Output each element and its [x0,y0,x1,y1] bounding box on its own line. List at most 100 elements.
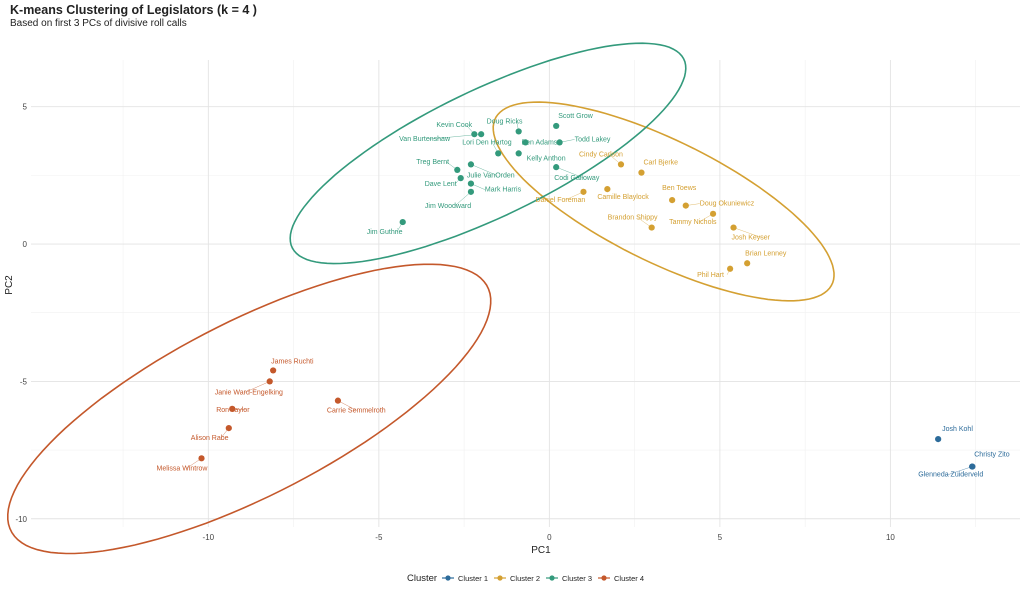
legend-label: Cluster 3 [562,574,592,583]
point-label: Dave Lent [425,181,457,188]
label-leader-line [454,191,472,207]
point-label: Ben Toews [662,185,697,192]
label-leader-line [337,400,358,411]
point-label: Julie VanOrden [467,172,515,179]
label-leader-line [565,191,584,201]
cluster-ellipse [7,263,492,555]
data-point [467,161,475,168]
point-label: Van Burtenshaw [399,136,451,143]
cluster-ellipse [289,42,687,265]
legend-label: Cluster 4 [614,574,644,583]
point-label: Treg Bernt [416,159,449,166]
legend-item: Cluster 2 [494,574,540,583]
label-leader-line [232,408,247,411]
axis-ticks: -10 -5 0 5 10 -10 -5 0 5 [15,103,895,542]
point-labels: Josh Kohl Christy Zito Glenneda Zuiderveld… [157,113,1010,479]
x-tick-label: 5 [718,533,723,542]
point-label: Daniel Foreman [535,197,585,204]
label-leader-line [948,466,973,475]
legend-label: Cluster 1 [458,574,488,583]
legend-title: Cluster [407,573,437,584]
y-tick-label: 0 [23,240,28,249]
legend: Cluster Cluster 1 Cluster 2 Cluster 3 Cluste… [407,573,644,584]
point-label: Glenneda Zuiderveld [918,472,983,479]
label-leader-line [470,164,498,176]
cluster-ellipses [7,42,835,555]
point-label: Brandon Shippy [608,215,658,222]
point-label: Kevin Cook [436,122,472,129]
data-point [553,164,560,171]
data-point [604,186,611,193]
label-leader-line [491,142,499,154]
point-label: Melissa Wintrow [157,465,209,472]
point-label: Carl Bjerke [643,160,678,167]
legend-label: Cluster 2 [510,574,540,583]
data-point [617,161,625,168]
point-label: Codi Galloway [554,175,600,182]
label-leader-line [429,133,482,140]
data-point [580,188,587,195]
point-label: Ron Taylor [216,407,250,414]
label-leader-line [470,183,486,190]
data-point [229,405,236,412]
legend-item: Cluster 4 [598,574,644,583]
point-label: Josh Keyser [732,235,771,242]
point-label: Cindy Carlson [579,151,623,158]
legend-swatch-dot [601,575,607,581]
point-label: Jim Woodward [425,203,471,210]
y-tick-label: -5 [20,377,28,386]
point-label: Todd Lakey [575,136,611,143]
label-leader-line [685,203,700,206]
point-label: James Ruchti [271,358,314,365]
data-point [744,260,751,267]
chart-subtitle: Based on first 3 PCs of divisive roll ca… [10,18,187,29]
label-leader-line [220,427,229,439]
x-axis-title: PC1 [531,545,551,556]
data-point [969,463,976,470]
label-leader-line [454,177,461,185]
data-point [515,150,522,157]
data-point [522,139,529,146]
grid-lines [31,60,1020,527]
legend-item: Cluster 1 [442,574,488,583]
data-point [553,122,560,130]
legend-swatch-dot [549,575,555,581]
x-tick-label: 10 [886,533,895,542]
label-leader-line [244,381,270,393]
x-tick-label: -5 [375,533,383,542]
point-label: Mark Harris [485,187,522,194]
legend-item: Cluster 3 [546,574,592,583]
point-label: Christy Zito [974,452,1010,459]
point-label: Tammy Nichols [669,219,717,226]
legend-swatch-dot [497,575,503,581]
cluster-ellipse [492,101,835,302]
y-axis-title: PC2 [4,275,15,295]
data-point [669,197,676,204]
y-tick-label: 5 [23,103,28,112]
data-point [935,435,942,443]
label-leader-line [516,121,519,132]
label-leader-line [608,154,622,165]
point-label: Ben Adams [522,139,558,146]
point-label: Phil Hart [697,272,724,279]
x-tick-label: 0 [547,533,552,542]
point-label: Doug Okuniewicz [700,201,755,208]
point-label: Janie Ward-Engelking [215,389,283,396]
legend-swatch-dot [445,575,451,581]
point-label: Carrie Semmelroth [327,408,386,415]
point-label: Jim Guthrie [367,229,403,236]
label-leader-line [726,268,731,275]
data-point [727,265,734,272]
label-leader-line [637,217,652,228]
point-label: Scott Grow [558,113,594,120]
label-leader-line [466,125,475,135]
point-label: Doug Ricks [487,118,523,125]
y-tick-label: -10 [15,515,27,524]
label-leader-line [396,221,403,233]
label-leader-line [556,166,585,179]
data-point [638,169,645,176]
data-point [270,367,277,374]
chart-title: K-means Clustering of Legislators (k = 4… [10,3,257,17]
point-label: Kelly Anthon [527,155,566,162]
